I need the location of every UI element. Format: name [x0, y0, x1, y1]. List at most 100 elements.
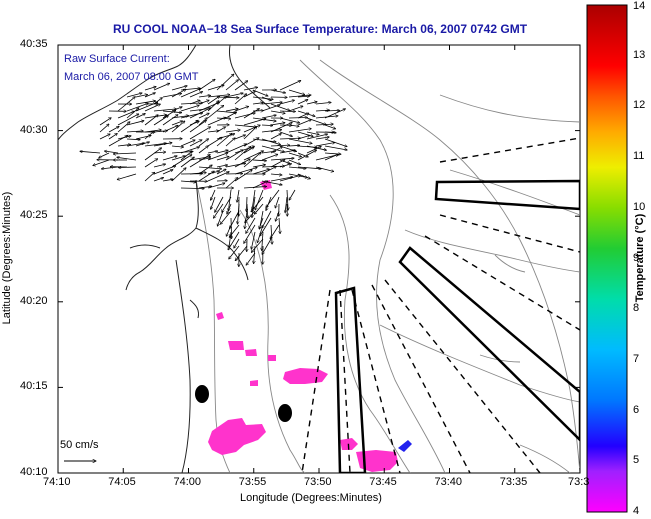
- current-vector: [262, 231, 263, 251]
- zone-polygon: [398, 246, 580, 442]
- current-vector: [225, 144, 247, 154]
- current-vector: [189, 140, 202, 147]
- current-vector: [207, 96, 220, 105]
- current-vector: [297, 150, 317, 161]
- current-vector: [225, 138, 235, 147]
- current-vector: [262, 210, 272, 228]
- station-marker: [278, 404, 292, 422]
- current-vector: [153, 164, 166, 168]
- current-vector: [126, 108, 139, 119]
- current-vector: [189, 100, 200, 105]
- sst-patch: [268, 355, 276, 361]
- current-vector: [198, 158, 211, 161]
- current-vector: [162, 115, 178, 126]
- current-vector: [198, 100, 209, 105]
- current-vector: [234, 113, 255, 119]
- current-vector: [135, 114, 145, 119]
- current-vector: [189, 120, 206, 133]
- x-tick-label: 73:55: [238, 476, 267, 488]
- current-vector: [254, 245, 255, 264]
- current-vector: [252, 181, 268, 189]
- current-vector: [225, 178, 238, 189]
- current-vector: [252, 160, 267, 161]
- current-vector: [270, 160, 285, 168]
- sst-patches: [208, 180, 412, 472]
- current-vector: [247, 203, 248, 218]
- current-vector: [251, 231, 256, 249]
- axis-ticks: [57, 44, 581, 474]
- current-vector: [225, 130, 240, 133]
- current-vector: [189, 127, 211, 140]
- current-vector: [144, 104, 161, 112]
- current-vector: [117, 97, 135, 112]
- current-vector: [126, 143, 145, 147]
- current-vector: [198, 186, 212, 189]
- current-vector: [324, 154, 338, 161]
- current-vector: [153, 178, 164, 182]
- sst-patch: [356, 450, 398, 472]
- bathymetry-contours: [195, 59, 580, 473]
- current-vector: [234, 238, 240, 248]
- current-vector: [113, 153, 137, 154]
- current-vector: [144, 93, 155, 98]
- current-vector: [135, 101, 156, 105]
- current-vector: [288, 129, 311, 133]
- current-vector: [324, 132, 336, 133]
- current-vector: [198, 113, 209, 119]
- current-vector: [234, 146, 251, 161]
- current-vector: [93, 159, 110, 166]
- current-vector: [207, 151, 218, 154]
- current-vector: [99, 134, 110, 140]
- current-vector: [315, 102, 331, 105]
- current-vector: [108, 135, 128, 147]
- current-vector: [215, 196, 224, 212]
- current-vector: [225, 112, 237, 119]
- current-vector: [117, 114, 139, 126]
- current-vector: [216, 133, 232, 147]
- current-vector: [171, 116, 189, 119]
- current-vector: [270, 174, 282, 175]
- current-vector: [198, 95, 211, 98]
- current-vector: [238, 203, 240, 224]
- current-vector: [226, 224, 232, 236]
- current-vector: [288, 89, 305, 95]
- current-vector: [144, 131, 154, 140]
- current-vector: [315, 166, 334, 172]
- current-vector: [135, 95, 148, 98]
- current-vector: [225, 109, 238, 112]
- current-vector: [135, 102, 158, 112]
- current-vector: [207, 137, 222, 147]
- current-vector: [288, 138, 312, 144]
- current-vector: [324, 124, 336, 129]
- current-vector: [244, 224, 256, 243]
- current-vector: [288, 166, 306, 169]
- current-vector: [126, 103, 148, 112]
- current-vector: [270, 224, 280, 239]
- current-vector: [243, 127, 257, 140]
- current-vector: [189, 108, 211, 119]
- x-tick-label: 73:3: [568, 476, 590, 488]
- current-vector: [324, 145, 347, 150]
- current-vector: [288, 159, 301, 165]
- current-vector: [198, 171, 214, 182]
- colorbar-tick-label: 14: [633, 0, 646, 12]
- current-vector: [229, 245, 240, 259]
- current-vector: [254, 203, 264, 214]
- current-vector: [288, 125, 299, 126]
- current-vector: [234, 94, 247, 105]
- current-vector: [259, 217, 264, 229]
- current-vector: [279, 100, 295, 105]
- current-vector: [251, 238, 264, 252]
- sst-patch: [245, 349, 257, 356]
- current-vector: [228, 231, 240, 250]
- x-tick-label: 74:00: [173, 476, 202, 488]
- current-vector: [222, 196, 232, 212]
- current-vector: [243, 109, 260, 119]
- current-vector: [262, 238, 272, 254]
- current-vector: [144, 172, 155, 182]
- current-vector: [227, 203, 232, 214]
- current-vector: [162, 110, 176, 119]
- current-vector: [225, 150, 243, 161]
- sst-patch: [216, 312, 224, 320]
- current-vector: [261, 96, 271, 101]
